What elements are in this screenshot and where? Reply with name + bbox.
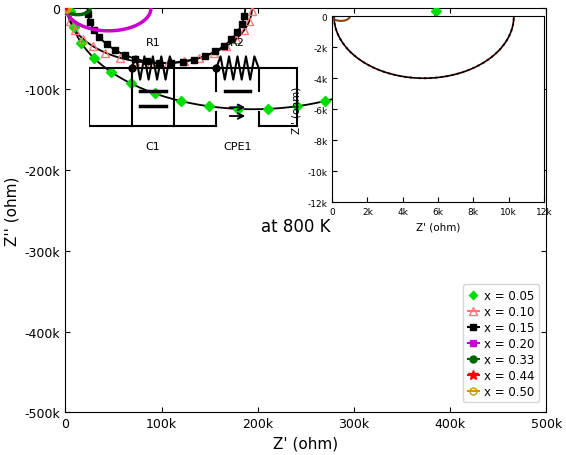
Text: at 800 K: at 800 K xyxy=(261,218,331,236)
Y-axis label: Z'' (ohm): Z'' (ohm) xyxy=(4,176,19,245)
X-axis label: Z' (ohm): Z' (ohm) xyxy=(273,436,338,451)
Legend: x = 0.05, x = 0.10, x = 0.15, x = 0.20, x = 0.33, x = 0.44, x = 0.50: x = 0.05, x = 0.10, x = 0.15, x = 0.20, … xyxy=(463,285,539,403)
